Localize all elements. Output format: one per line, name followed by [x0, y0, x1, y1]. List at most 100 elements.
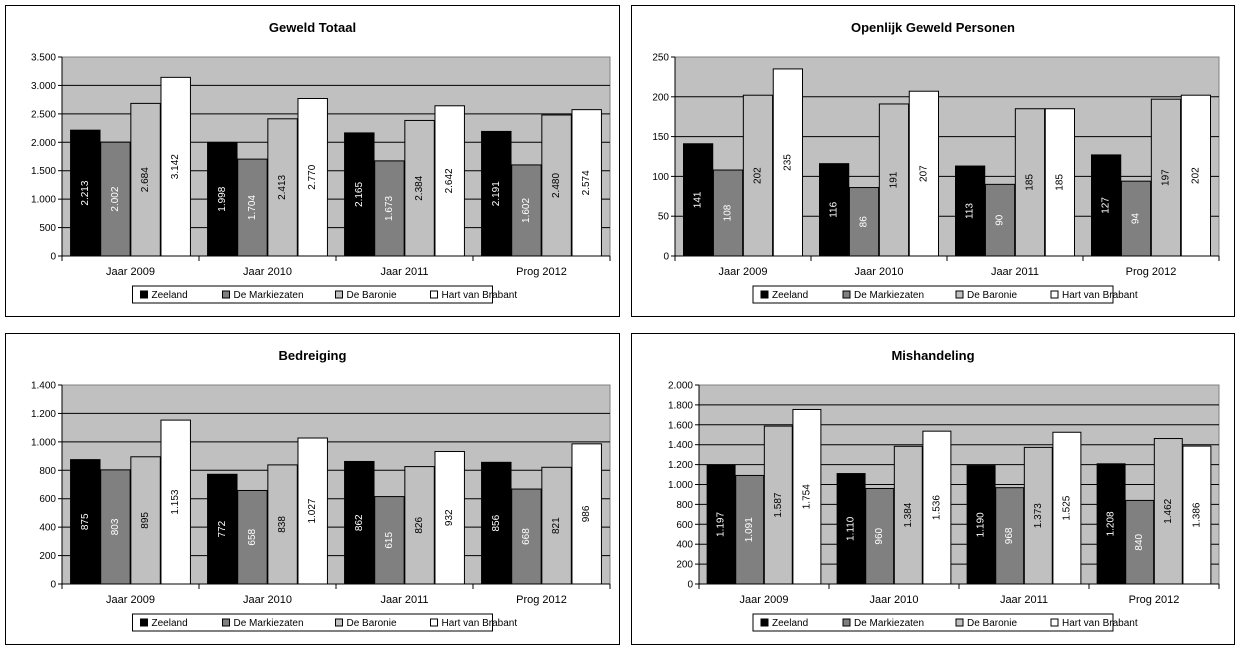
x-tick-label: Prog 2012 [1129, 594, 1180, 606]
chart-title: Bedreiging [279, 348, 347, 363]
bar-hart-van-brabant [160, 76, 191, 257]
data-label: 116 [829, 201, 840, 217]
bar-de-baronie [130, 456, 161, 585]
bar-de-baronie [763, 425, 793, 585]
y-tick-label: 1.600 [668, 420, 693, 431]
y-tick-label: 1.400 [31, 381, 56, 392]
data-label: 826 [414, 517, 425, 534]
bar-zeeland [706, 464, 736, 585]
data-label: 3.142 [170, 154, 181, 179]
bar-hart-van-brabant [297, 437, 328, 585]
y-tick-label: 2.500 [31, 109, 56, 120]
data-label: 1.208 [1106, 511, 1117, 536]
legend-label-zeeland: Zeeland [772, 290, 808, 301]
data-label: 1.754 [801, 484, 812, 509]
x-tick-label: Jaar 2010 [243, 594, 292, 606]
legend-swatch-hart-van-brabant [430, 290, 438, 299]
legend-label-hart-van-brabant: Hart van Brabant [1062, 618, 1138, 629]
bar-de-markiezaten [995, 487, 1025, 585]
data-label: 2.191 [491, 181, 502, 206]
data-label: 2.002 [110, 186, 121, 211]
data-label: 197 [1160, 169, 1171, 186]
bar-de-markiezaten [1120, 180, 1152, 257]
y-tick-label: 1.400 [668, 440, 693, 451]
legend-swatch-de-markiezaten [842, 618, 851, 627]
chart-title: Mishandeling [891, 348, 974, 363]
y-tick-label: 200 [39, 551, 56, 562]
chart-openlijk-geweld-personen: Openlijk Geweld Personen 0 50 100 150 200 250 J… [631, 5, 1235, 317]
legend-swatch-de-markiezaten [222, 618, 230, 627]
chart-title: Openlijk Geweld Personen [851, 20, 1015, 35]
data-label: 668 [521, 528, 532, 545]
y-tick-label: 3.000 [31, 81, 56, 92]
legend-swatch-de-baronie [335, 618, 343, 627]
bar-hart-van-brabant [1182, 445, 1212, 585]
data-label: 2.165 [354, 182, 365, 207]
bar-de-markiezaten [511, 488, 542, 585]
y-tick-label: 0 [687, 580, 693, 591]
legend-swatch-hart-van-brabant [1050, 290, 1059, 299]
bar-de-markiezaten [100, 469, 131, 585]
y-tick-label: 0 [50, 580, 56, 591]
legend-swatch-de-markiezaten [222, 290, 230, 299]
chart-bedreiging: Bedreiging 0 200 400 600 800 1.000 1.200 1.400 Ja… [5, 333, 620, 645]
data-label: 772 [217, 520, 228, 537]
y-tick-label: 1.200 [31, 409, 56, 420]
legend-label-hart-van-brabant: Hart van Brabant [442, 618, 518, 629]
y-tick-label: 1.200 [668, 460, 693, 471]
bar-zeeland [481, 130, 512, 257]
data-label: 2.480 [551, 173, 562, 198]
data-label: 895 [140, 512, 151, 529]
x-tick-label: Jaar 2011 [1000, 594, 1048, 606]
bar-hart-van-brabant [922, 430, 952, 585]
data-label: 840 [1134, 533, 1145, 550]
data-label: 2.684 [140, 167, 151, 192]
bar-zeeland [1091, 154, 1122, 257]
legend-label-zeeland: Zeeland [772, 618, 808, 629]
data-label: 875 [80, 513, 91, 530]
data-label: 86 [859, 216, 870, 228]
legend [752, 285, 1114, 304]
data-label: 1.091 [744, 517, 755, 542]
bar-de-markiezaten [237, 489, 268, 585]
bar-zeeland [1096, 463, 1126, 585]
x-tick-label: Jaar 2011 [380, 266, 428, 278]
bar-de-baronie [130, 102, 161, 257]
x-tick-label: Jaar 2011 [991, 266, 1039, 278]
x-tick-label: Jaar 2011 [380, 594, 428, 606]
data-label: 185 [1054, 174, 1065, 191]
legend [752, 613, 1114, 632]
bar-de-baronie [541, 466, 572, 585]
bar-de-baronie [1023, 446, 1053, 585]
y-tick-label: 150 [652, 132, 669, 143]
y-tick-label: 250 [652, 53, 669, 64]
data-label: 141 [693, 191, 704, 208]
y-tick-label: 400 [39, 523, 56, 534]
bar-de-markiezaten [735, 474, 765, 585]
y-tick-label: 400 [676, 540, 693, 551]
x-tick-label: Jaar 2009 [740, 594, 789, 606]
chart-geweld-totaal: Geweld Totaal 0 500 1.000 1.500 2.000 2.500 3.0… [5, 5, 620, 317]
data-label: 2.384 [414, 175, 425, 200]
chart-svg: Bedreiging 0 200 400 600 800 1.000 1.200 1.400 Ja… [31, 348, 611, 632]
data-label: 1.027 [307, 498, 318, 523]
data-label: 108 [723, 204, 734, 221]
bar-de-baronie [1014, 108, 1046, 257]
legend [132, 285, 493, 304]
legend-swatch-hart-van-brabant [1050, 618, 1059, 627]
y-tick-label: 200 [652, 92, 669, 103]
bar-de-baronie [1153, 438, 1183, 585]
y-tick-label: 2.000 [668, 381, 693, 392]
legend-swatch-de-baronie [955, 618, 964, 627]
bar-zeeland [344, 132, 375, 257]
data-label: 821 [551, 517, 562, 534]
bar-de-baronie [267, 464, 298, 585]
data-label: 838 [277, 516, 288, 533]
legend-label-de-baronie: De Baronie [347, 290, 397, 301]
data-label: 1.110 [846, 516, 857, 541]
data-label: 1.602 [521, 198, 532, 223]
chart-svg: Mishandeling 0 200 400 600 800 1.000 1.200 1.400… [668, 348, 1220, 632]
legend-label-hart-van-brabant: Hart van Brabant [1062, 290, 1138, 301]
bar-zeeland [481, 461, 512, 585]
data-label: 1.673 [384, 195, 395, 220]
